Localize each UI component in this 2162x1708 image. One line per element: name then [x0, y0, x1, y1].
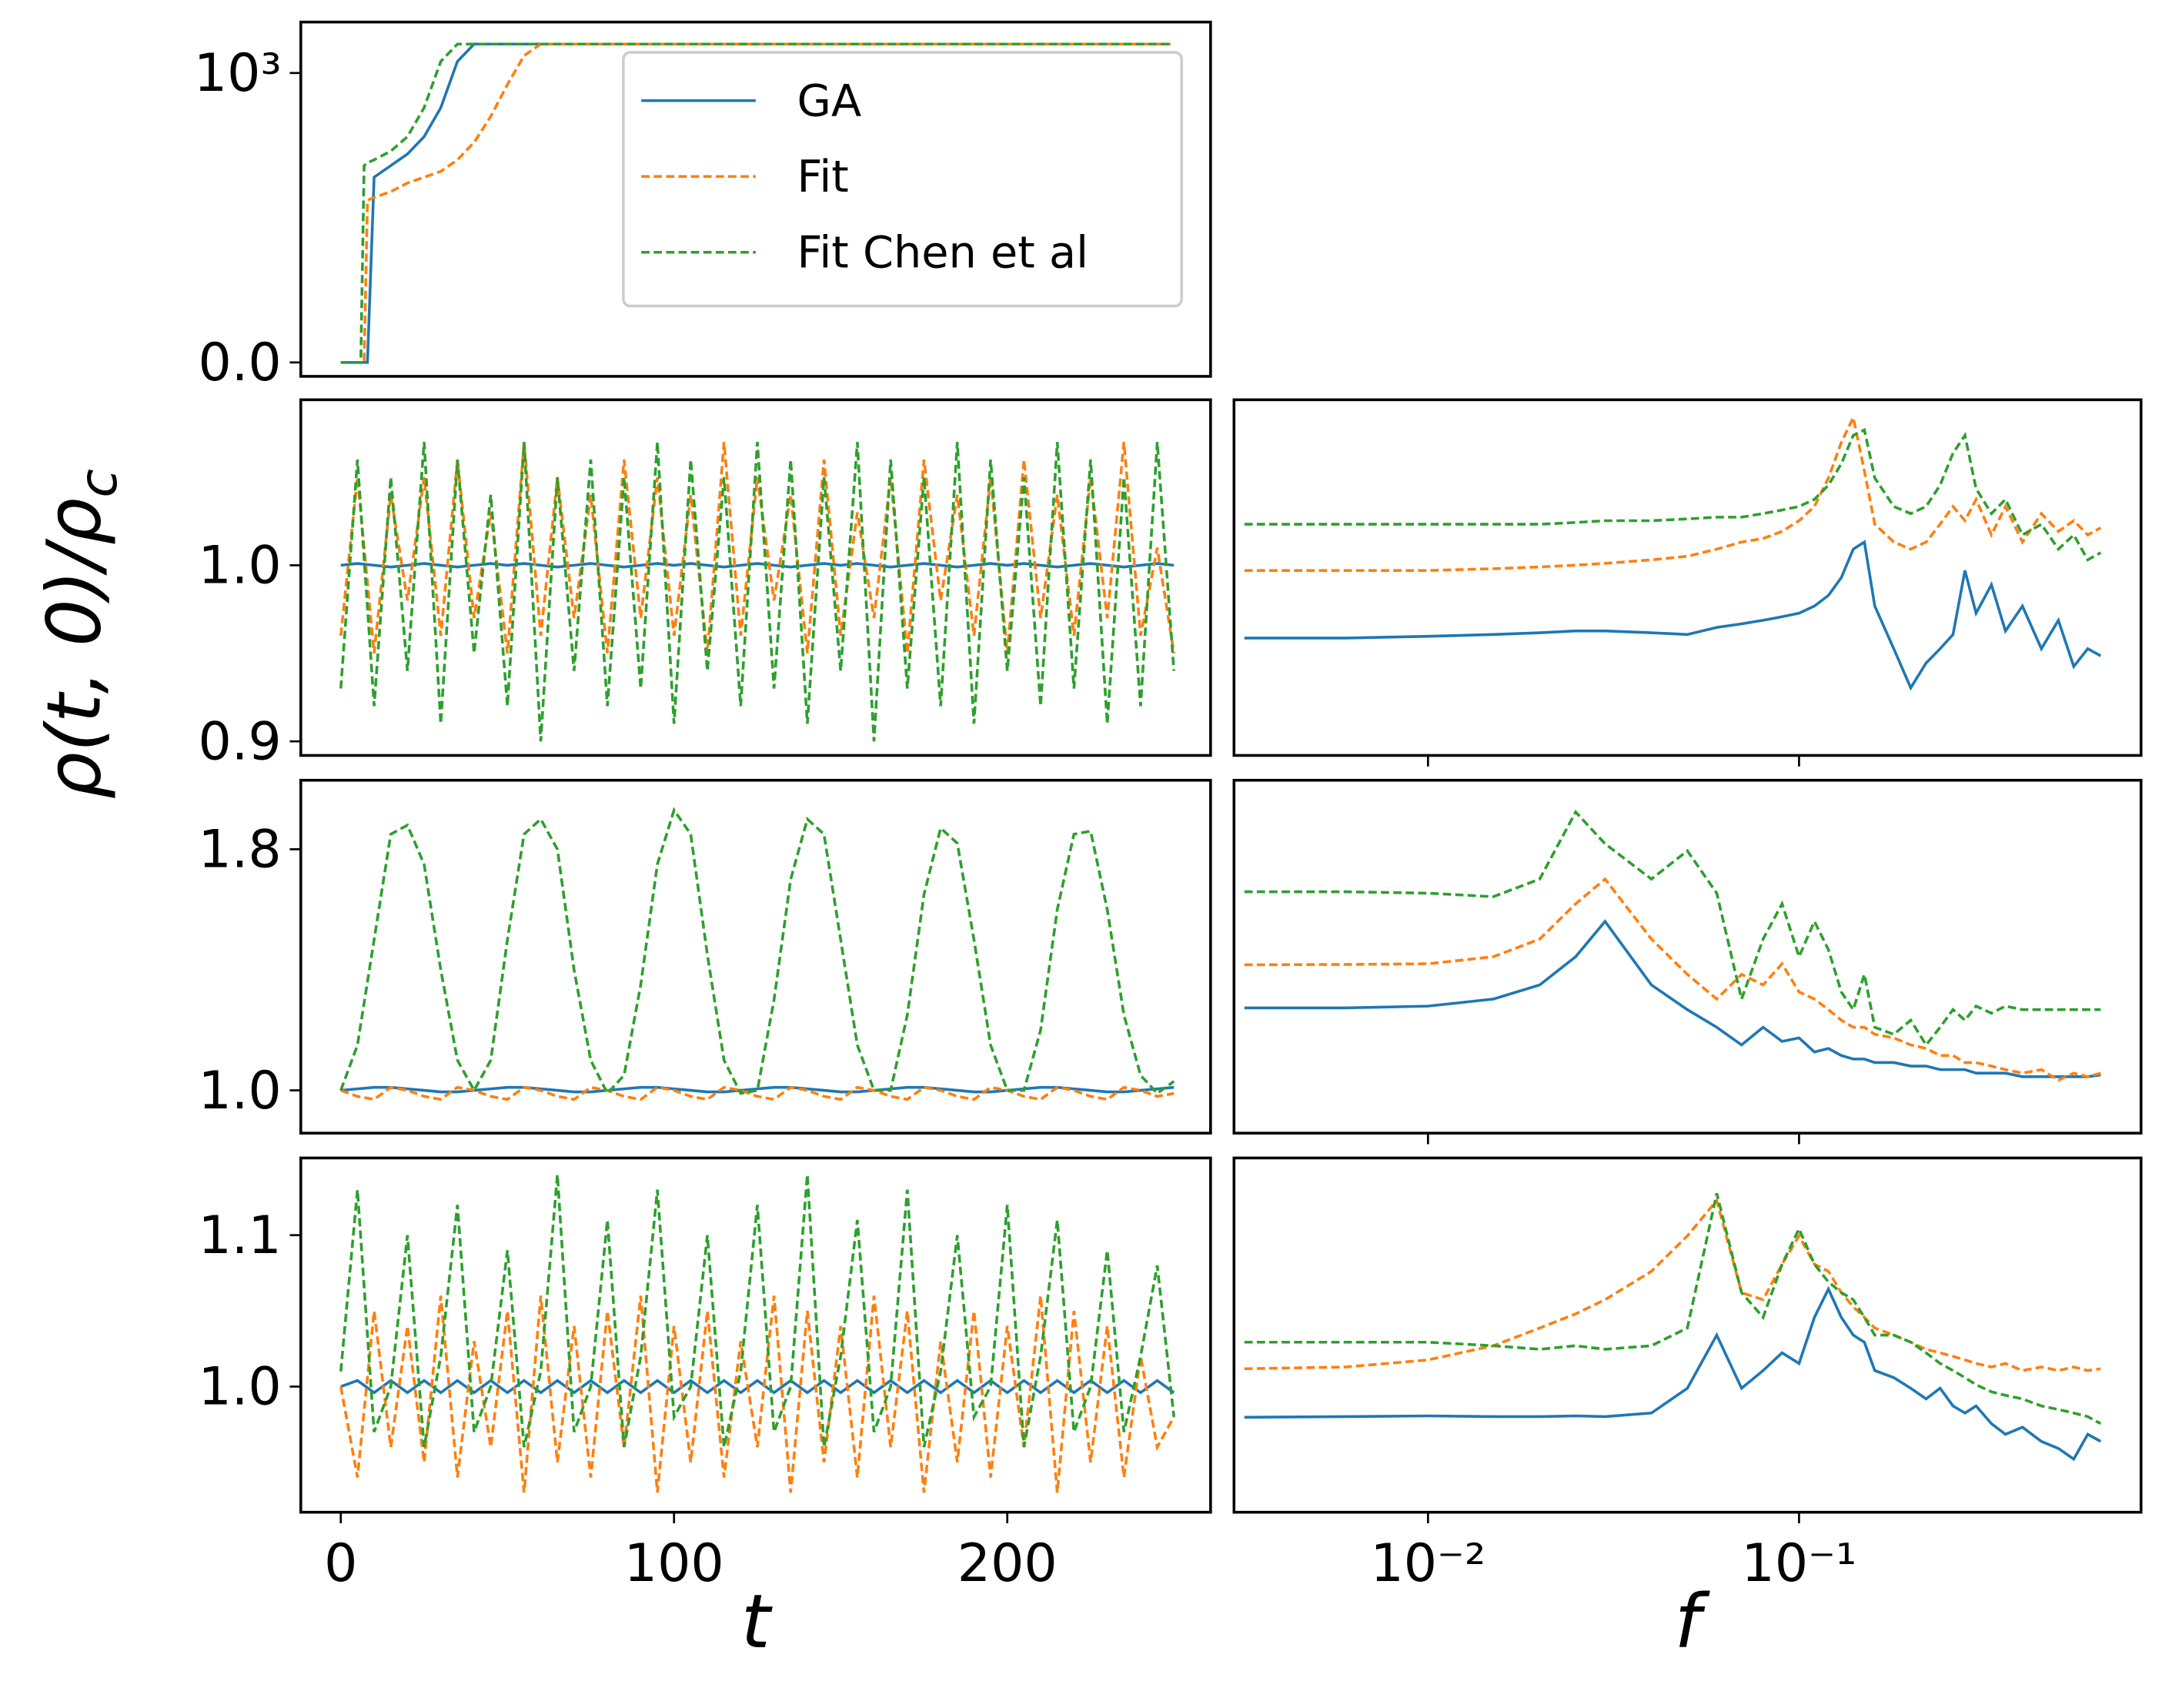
panel: [1232, 778, 2143, 1145]
plot-frame: [1232, 398, 2143, 757]
plot-frame: [299, 778, 1212, 1135]
y-tick-label: 1.0: [199, 1357, 282, 1418]
y-tick-label: 10³: [194, 43, 282, 104]
series-line: [1244, 1197, 2101, 1372]
panel: 0.0 10³ GA Fit Fit Chen et al: [194, 20, 1212, 393]
series-line: [1244, 1285, 2102, 1462]
y-axis-label-main: ρ(t, 0)/ρ: [30, 498, 117, 800]
y-tick-label: 1.0: [199, 536, 282, 597]
plot-frame: [299, 20, 1212, 378]
x-axis-label: f: [1674, 1578, 1710, 1665]
plot-frame: [299, 398, 1212, 757]
series-line: [1244, 428, 2102, 562]
series-line: [339, 1174, 1176, 1448]
y-axis-label-sub: c: [69, 469, 129, 497]
series-line: [1244, 919, 2101, 1078]
x-tick-label: 0: [324, 1533, 357, 1594]
panel: 10⁻² 10⁻¹ f: [1232, 1156, 2143, 1665]
plot-frame: [1232, 1156, 2143, 1514]
series-line: [1244, 540, 2102, 691]
series-line: [339, 442, 1176, 742]
panel: 0.9 1.0: [199, 398, 1212, 772]
series-line: [339, 442, 1175, 654]
series-line: [339, 807, 1175, 1096]
series-line: [340, 42, 1171, 364]
panel: 1.0 1.8 ρ(t, 0)/ρc: [30, 469, 1212, 1135]
y-tick-label: 1.8: [199, 820, 282, 881]
legend-label: GA: [797, 75, 862, 126]
y-tick-label: 1.1: [199, 1205, 282, 1266]
series-line: [1244, 1192, 2102, 1426]
series-line: [340, 1085, 1175, 1101]
legend-box: [622, 51, 1184, 308]
x-axis-label: t: [741, 1578, 773, 1665]
x-tick-label: 10⁻²: [1370, 1533, 1485, 1594]
panel: 1.0 1.1 0 100 200 t: [199, 1156, 1212, 1665]
y-tick-label: 0.9: [199, 711, 282, 772]
y-axis-label: ρ(t, 0)/ρc: [30, 469, 129, 799]
y-tick-label: 1.0: [199, 1061, 282, 1121]
panel: [1232, 398, 2143, 767]
series-line: [1244, 413, 2102, 572]
series-line: [340, 1085, 1175, 1094]
plot-frame: [1232, 778, 2143, 1135]
x-tick-label: 10⁻¹: [1742, 1533, 1857, 1594]
legend-label: Fit Chen et al: [797, 226, 1088, 278]
legend-label: Fit: [797, 151, 849, 202]
y-tick-label: 0.0: [199, 333, 282, 393]
x-tick-label: 100: [624, 1533, 724, 1594]
series-line: [339, 1295, 1175, 1493]
series-line: [1244, 877, 2101, 1082]
x-tick-label: 200: [957, 1533, 1058, 1594]
series-line: [1244, 809, 2101, 1048]
plot-frame: [299, 1156, 1212, 1514]
